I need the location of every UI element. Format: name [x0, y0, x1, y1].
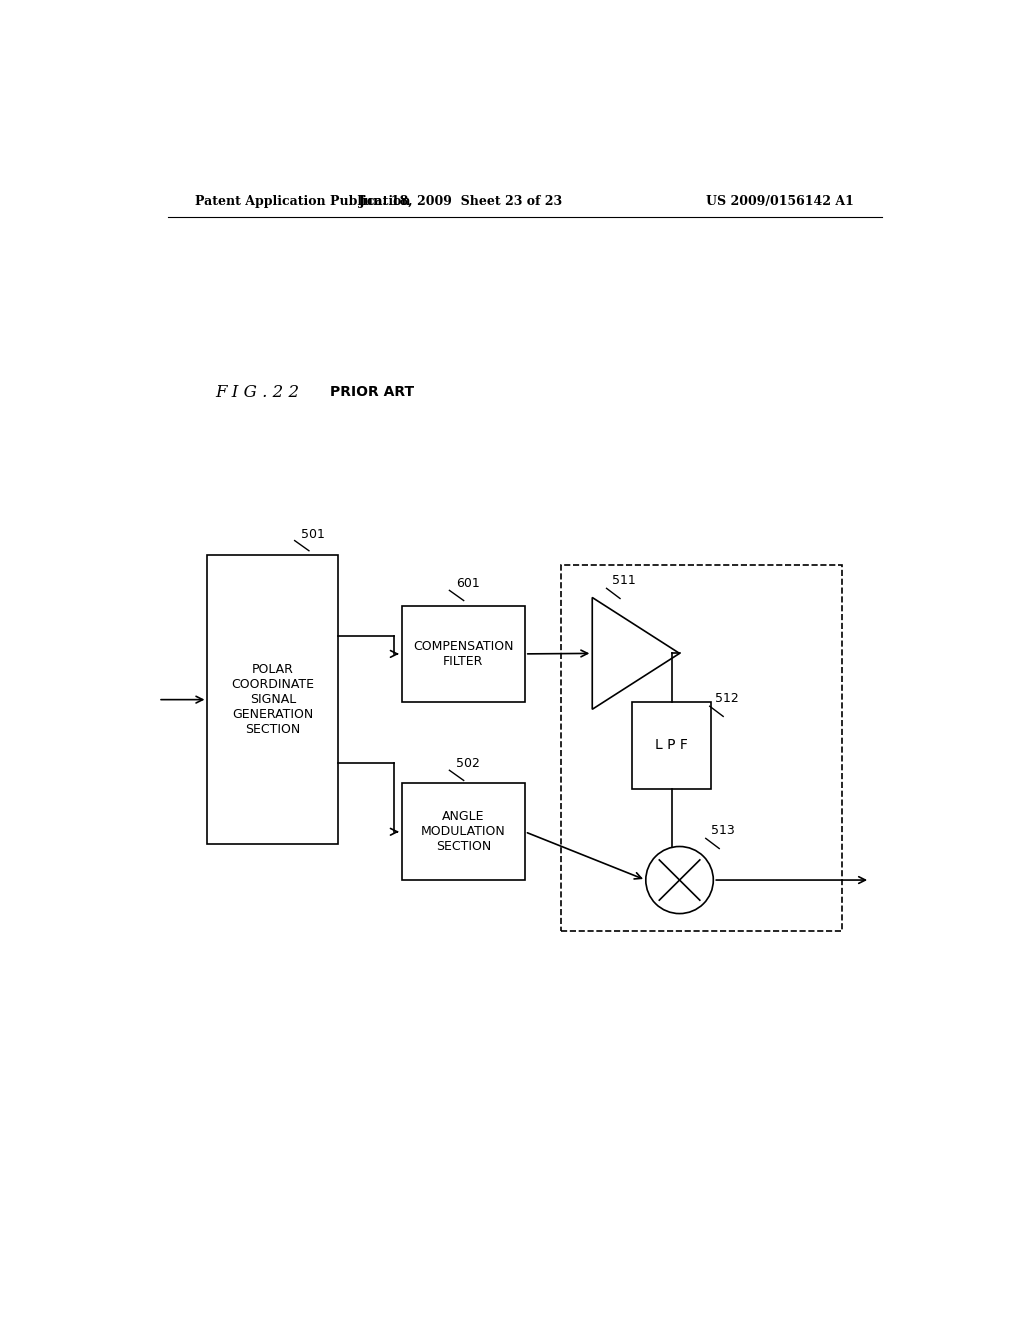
- Text: 513: 513: [712, 825, 735, 837]
- Bar: [401, 606, 524, 702]
- Text: COMPENSATION
FILTER: COMPENSATION FILTER: [413, 640, 514, 668]
- Text: 502: 502: [456, 758, 479, 771]
- Text: Patent Application Publication: Patent Application Publication: [196, 194, 411, 207]
- Text: 501: 501: [301, 528, 325, 541]
- Ellipse shape: [646, 846, 714, 913]
- Bar: [401, 784, 524, 880]
- Text: 601: 601: [456, 577, 479, 590]
- Text: L P F: L P F: [655, 738, 688, 752]
- Text: 512: 512: [715, 692, 739, 705]
- Text: Jun. 18, 2009  Sheet 23 of 23: Jun. 18, 2009 Sheet 23 of 23: [359, 194, 563, 207]
- Text: US 2009/0156142 A1: US 2009/0156142 A1: [707, 194, 854, 207]
- Text: F I G . 2 2: F I G . 2 2: [215, 384, 299, 401]
- Text: 511: 511: [612, 574, 636, 587]
- Text: PRIOR ART: PRIOR ART: [331, 385, 415, 399]
- Polygon shape: [592, 598, 680, 709]
- Text: POLAR
COORDINATE
SIGNAL
GENERATION
SECTION: POLAR COORDINATE SIGNAL GENERATION SECTI…: [231, 663, 314, 737]
- Bar: [632, 702, 712, 788]
- Text: ANGLE
MODULATION
SECTION: ANGLE MODULATION SECTION: [421, 810, 506, 853]
- Bar: [560, 565, 842, 931]
- Bar: [207, 554, 338, 845]
